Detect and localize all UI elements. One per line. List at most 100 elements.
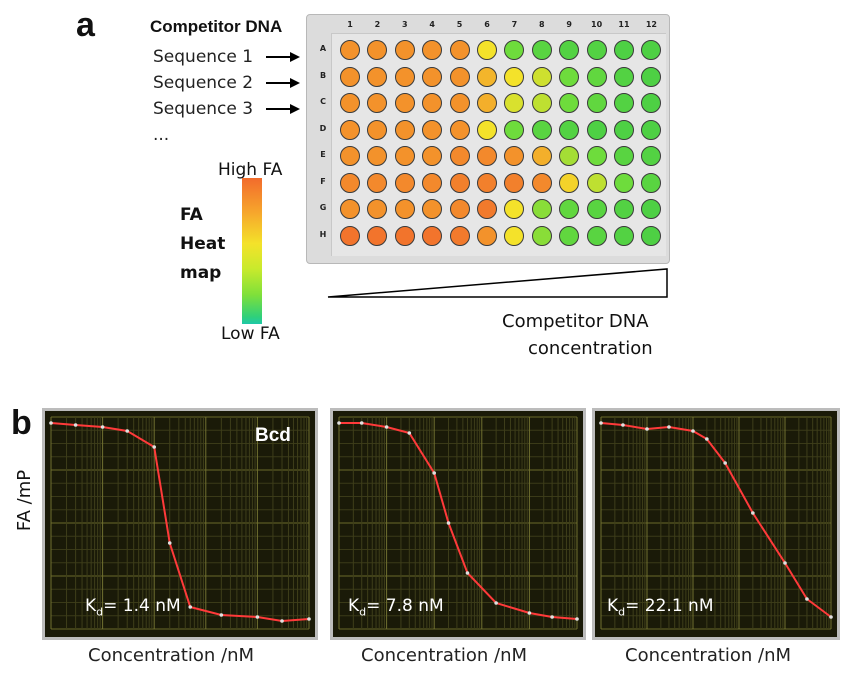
heatmap-title-line2: Heat <box>180 234 226 254</box>
plate-well <box>531 199 552 219</box>
data-point <box>407 431 412 435</box>
plate-well <box>340 225 360 246</box>
data-point <box>465 571 470 575</box>
data-point <box>829 615 833 619</box>
kd-label-3: Kd= 22.1 nM <box>607 596 714 619</box>
row-letter: D <box>319 123 327 133</box>
plate-well <box>367 199 388 219</box>
plate-well <box>641 146 662 166</box>
x-axis-label-3: Concentration /nM <box>625 645 792 666</box>
plate-well <box>614 93 634 113</box>
plate-well <box>367 66 388 87</box>
plate-well <box>449 199 470 219</box>
plate-well <box>531 225 552 246</box>
row-letter: A <box>319 44 327 53</box>
plate-well <box>477 40 497 60</box>
data-point <box>575 617 579 621</box>
plate-well <box>340 146 360 166</box>
column-number: 2 <box>374 20 381 29</box>
binding-chart-3 <box>592 408 840 640</box>
competitor-dna-heading: Competitor DNA <box>150 17 283 36</box>
data-point <box>280 619 284 623</box>
plate-well <box>340 40 360 60</box>
plate-well <box>586 66 607 87</box>
data-point <box>621 423 625 427</box>
plate-well <box>422 146 443 166</box>
plate-well <box>340 119 360 140</box>
data-point <box>255 615 260 619</box>
plate-well <box>340 93 360 113</box>
plate-well <box>559 199 580 219</box>
plate-well <box>586 199 607 219</box>
plate-well <box>422 199 443 219</box>
plate-well <box>394 93 415 113</box>
plate-well <box>394 119 415 140</box>
plate-well <box>504 199 525 219</box>
plate-well <box>559 93 580 113</box>
data-point <box>751 511 755 515</box>
plate-well <box>367 172 388 193</box>
plate-well <box>340 66 360 87</box>
plate-well <box>614 119 634 140</box>
data-point <box>645 427 649 431</box>
gradient-label-line1: Competitor DNA <box>502 311 649 332</box>
plate-well <box>394 172 415 193</box>
data-point <box>705 437 709 441</box>
plate-well <box>559 225 580 246</box>
plate-well <box>614 146 634 166</box>
binding-chart-2 <box>330 408 586 640</box>
row-letter: H <box>319 229 327 239</box>
plate-well <box>422 40 443 60</box>
column-number: 11 <box>618 20 630 29</box>
kd-label-1: Kd= 1.4 nM <box>85 596 181 619</box>
plate-well <box>614 225 634 246</box>
arrow-right-icon <box>266 104 300 114</box>
plate-well <box>504 40 525 60</box>
plate-well <box>367 119 388 140</box>
plate-well <box>559 146 580 166</box>
column-number: 6 <box>484 20 490 29</box>
data-point <box>550 615 554 619</box>
plate-well <box>367 93 388 113</box>
plate-well <box>422 119 443 140</box>
data-point <box>599 421 603 425</box>
data-point <box>125 429 130 433</box>
plate-well <box>449 172 470 193</box>
plate-well <box>586 119 607 140</box>
plate-well <box>614 66 634 87</box>
data-point <box>307 617 311 621</box>
binding-chart-1 <box>42 408 318 640</box>
plate-well <box>559 119 580 140</box>
gradient-label-line2: concentration <box>528 338 653 359</box>
well-grid: 1 2 3 4 5 6 7 8 9 10 11 12 A B C D E F G H <box>320 20 666 256</box>
column-number: 10 <box>591 20 603 29</box>
plate-well <box>449 40 470 60</box>
data-point <box>494 601 498 605</box>
plate-well <box>614 40 634 60</box>
plate-well <box>477 119 497 140</box>
column-number: 9 <box>566 20 572 29</box>
plate-well <box>504 119 525 140</box>
data-point <box>527 611 532 615</box>
plate-well <box>504 146 525 166</box>
data-point <box>446 521 451 525</box>
data-point <box>152 445 156 449</box>
plate-well <box>477 93 497 113</box>
heatmap-title-line1: FA <box>180 205 203 225</box>
plate-well <box>449 225 470 246</box>
plate-well <box>614 199 634 219</box>
sequence-1-label: Sequence 1 <box>153 47 254 67</box>
plate-well <box>449 119 470 140</box>
column-number: 5 <box>456 20 463 29</box>
plate-well <box>477 66 497 87</box>
plate-well <box>367 225 388 246</box>
plate-well <box>449 93 470 113</box>
arrow-right-icon <box>266 52 300 62</box>
column-number: 1 <box>347 20 353 29</box>
sequence-3-label: Sequence 3 <box>153 99 254 119</box>
plate-well <box>531 93 552 113</box>
plate-well <box>449 66 470 87</box>
plate-well <box>504 225 525 246</box>
data-point <box>49 421 53 425</box>
data-point <box>100 425 105 429</box>
